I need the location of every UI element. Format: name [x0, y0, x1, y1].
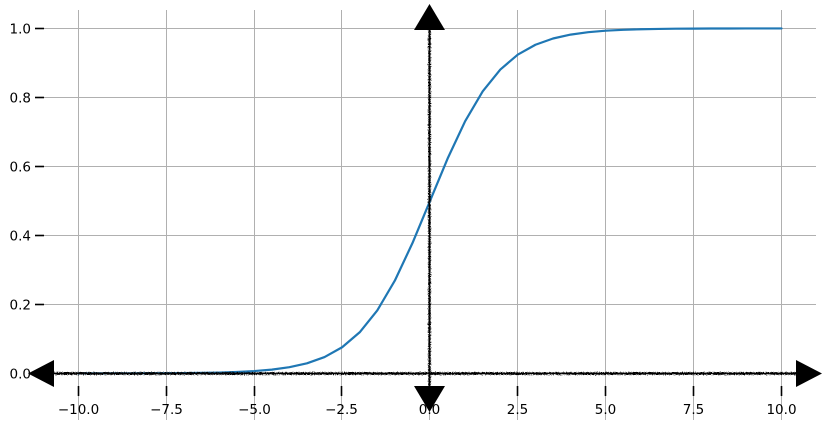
- x-tick-label: −2.5: [325, 402, 358, 418]
- x-tick-label: −7.5: [150, 402, 183, 418]
- y-tick-labels: 1.0 0.8 0.6 0.4 0.2 0.0: [10, 22, 31, 383]
- y-tick-marks: [35, 27, 44, 306]
- axis-arrowheads: [28, 4, 822, 412]
- x-tick-label: −10.0: [58, 402, 99, 418]
- y-tick-label: 0.0: [10, 367, 31, 383]
- y-tick-label: 0.6: [10, 160, 31, 176]
- y-tick-label: 1.0: [10, 22, 31, 38]
- x-tick-label: 5.0: [595, 402, 616, 418]
- x-tick-marks: [77, 386, 783, 396]
- y-tick-label: 0.4: [10, 229, 31, 245]
- y-tick-label: 0.2: [10, 298, 31, 314]
- axis-spines: [44, 12, 814, 404]
- y-axis-down-arrow: [414, 386, 445, 412]
- y-axis-up-arrow: [414, 4, 445, 30]
- x-axis-left-arrow: [28, 360, 54, 387]
- x-tick-label: 10.0: [766, 402, 796, 418]
- x-axis-right-arrow: [796, 360, 822, 387]
- x-tick-labels: −10.0 −7.5 −5.0 −2.5 0.0 2.5 5.0 7.5 10.…: [58, 402, 797, 418]
- x-tick-label: 2.5: [507, 402, 528, 418]
- x-tick-label: 0.0: [419, 402, 440, 418]
- x-tick-label: −5.0: [238, 402, 271, 418]
- y-tick-label: 0.8: [10, 91, 31, 107]
- x-tick-label: 7.5: [683, 402, 704, 418]
